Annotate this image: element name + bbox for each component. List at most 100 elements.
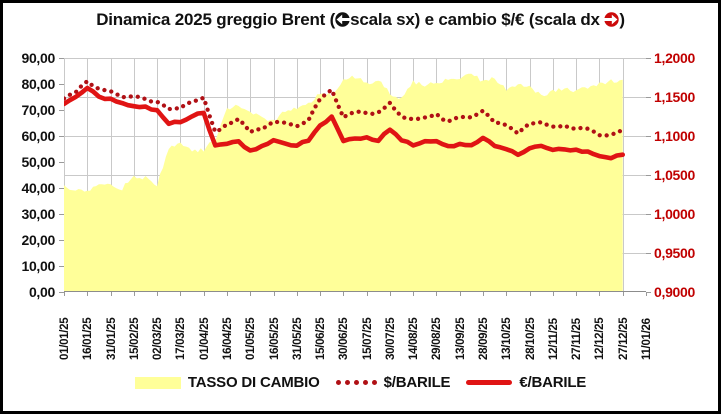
x-axis-label: 30/06/25	[338, 317, 351, 360]
axis-tick	[413, 292, 415, 296]
y-axis-right-label: 0,9000	[654, 284, 696, 300]
solid-line-swatch	[466, 380, 513, 385]
axis-tick	[59, 110, 64, 111]
axis-tick	[389, 292, 391, 296]
axis-tick	[59, 292, 64, 293]
axis-tick	[59, 136, 64, 137]
axis-tick	[59, 58, 64, 59]
axis-tick	[226, 292, 228, 296]
axis-tick	[646, 292, 651, 293]
axis-tick	[646, 58, 651, 59]
axis-tick	[203, 292, 205, 296]
y-axis-right-label: 0,9500	[654, 245, 696, 261]
axis-tick	[59, 188, 64, 189]
x-axis-label: 11/01/26	[641, 318, 653, 360]
axis-tick	[646, 292, 647, 296]
axis-tick	[483, 292, 485, 296]
x-axis-label: 13/09/25	[454, 317, 467, 360]
title-text-part1: Dinamica 2025 greggio Brent (	[96, 10, 336, 29]
dotted-line-swatch	[335, 380, 377, 385]
legend-item-tasso-di-cambio: TASSO DI CAMBIO	[134, 374, 320, 391]
x-axis-label: 16/04/25	[221, 317, 234, 360]
area-swatch	[134, 376, 181, 389]
axis-tick	[343, 292, 345, 296]
y-axis-right-label: 1,0500	[654, 167, 696, 183]
axis-tick	[320, 292, 322, 296]
legend-item-euro-barile: €/BARILE	[466, 374, 586, 391]
legend-label: €/BARILE	[519, 374, 587, 391]
x-axis-label: 31/05/25	[291, 317, 304, 360]
y-axis-left-label: 90,00	[21, 50, 55, 66]
x-axis-label: 16/01/25	[82, 317, 95, 360]
legend-label: $/BARILE	[383, 374, 451, 391]
clockwise-arrow-icon	[603, 12, 620, 27]
y-axis-left-label: 60,00	[21, 128, 55, 144]
x-axis-label: 15/06/25	[315, 317, 328, 360]
x-axis-label: 15/07/25	[361, 317, 374, 360]
x-axis-label: 01/04/25	[198, 317, 211, 360]
axis-tick	[180, 292, 182, 296]
series-line-euro-barile	[64, 85, 625, 161]
title-text-part3: )	[619, 10, 625, 29]
axis-tick	[646, 175, 651, 176]
y-axis-left-label: 50,00	[21, 154, 55, 170]
y-axis-left-label: 40,00	[21, 180, 55, 196]
series-line-dollaro-barile	[64, 79, 625, 138]
y-axis-left-label: 20,00	[21, 232, 55, 248]
y-axis-left-label: 10,00	[21, 258, 55, 274]
axis-tick	[59, 162, 64, 163]
title-text-part2: scala sx) e cambio $/€ (scala dx	[350, 10, 605, 29]
axis-tick	[646, 136, 651, 137]
x-axis-label: 17/03/25	[175, 317, 188, 360]
plot-area	[64, 58, 646, 292]
y-axis-left-label: 70,00	[21, 102, 55, 118]
axis-tick	[459, 292, 461, 296]
legend-label: TASSO DI CAMBIO	[187, 374, 320, 391]
axis-tick	[59, 266, 64, 267]
axis-tick	[646, 97, 651, 98]
axis-tick	[273, 292, 275, 296]
axis-tick	[366, 292, 368, 296]
page-title: Dinamica 2025 greggio Brent ( scala sx) e…	[3, 10, 718, 30]
axis-tick	[552, 292, 554, 296]
legend-item-dollaro-barile: $/BARILE	[335, 374, 451, 391]
axis-tick	[157, 292, 159, 296]
axis-tick	[133, 292, 135, 296]
x-axis-label: 01/01/25	[59, 317, 71, 360]
x-axis-label: 15/02/25	[128, 317, 141, 360]
axis-tick	[110, 292, 112, 296]
axis-tick	[64, 292, 65, 296]
y-axis-left-label: 80,00	[21, 76, 55, 92]
x-axis-label: 27/12/25	[617, 317, 630, 360]
x-axis-label: 29/08/25	[431, 317, 444, 360]
plot-canvas	[64, 58, 646, 292]
x-axis-label: 13/10/25	[501, 317, 514, 360]
series-area-tasso-di-cambio	[64, 73, 623, 292]
axis-tick	[576, 292, 578, 296]
x-axis-label: 16/05/25	[268, 317, 281, 360]
y-axis-left-label: 30,00	[21, 206, 55, 222]
y-axis-right-label: 1,1500	[654, 89, 696, 105]
x-axis-label: 30/07/25	[384, 317, 397, 360]
axis-tick	[87, 292, 89, 296]
axis-tick	[646, 214, 651, 215]
y-axis-right-label: 1,1000	[654, 128, 696, 144]
axis-tick	[296, 292, 298, 296]
axis-tick	[59, 240, 64, 241]
y-axis-right-label: 1,2000	[654, 50, 696, 66]
counterclockwise-arrow-icon	[335, 12, 351, 27]
y-axis-right-label: 1,0000	[654, 206, 696, 222]
x-axis-label: 28/09/25	[478, 317, 491, 360]
axis-tick	[59, 214, 64, 215]
x-axis-label: 01/05/25	[245, 317, 258, 360]
x-axis-label: 28/10/25	[524, 317, 537, 360]
axis-tick	[646, 253, 651, 254]
axis-tick	[436, 292, 438, 296]
axis-tick	[506, 292, 508, 296]
x-axis-label: 12/12/25	[594, 317, 607, 360]
axis-tick	[529, 292, 531, 296]
x-axis-label: 12/11/25	[547, 318, 560, 360]
x-axis-label: 02/03/25	[152, 317, 165, 360]
axis-tick	[622, 292, 624, 296]
